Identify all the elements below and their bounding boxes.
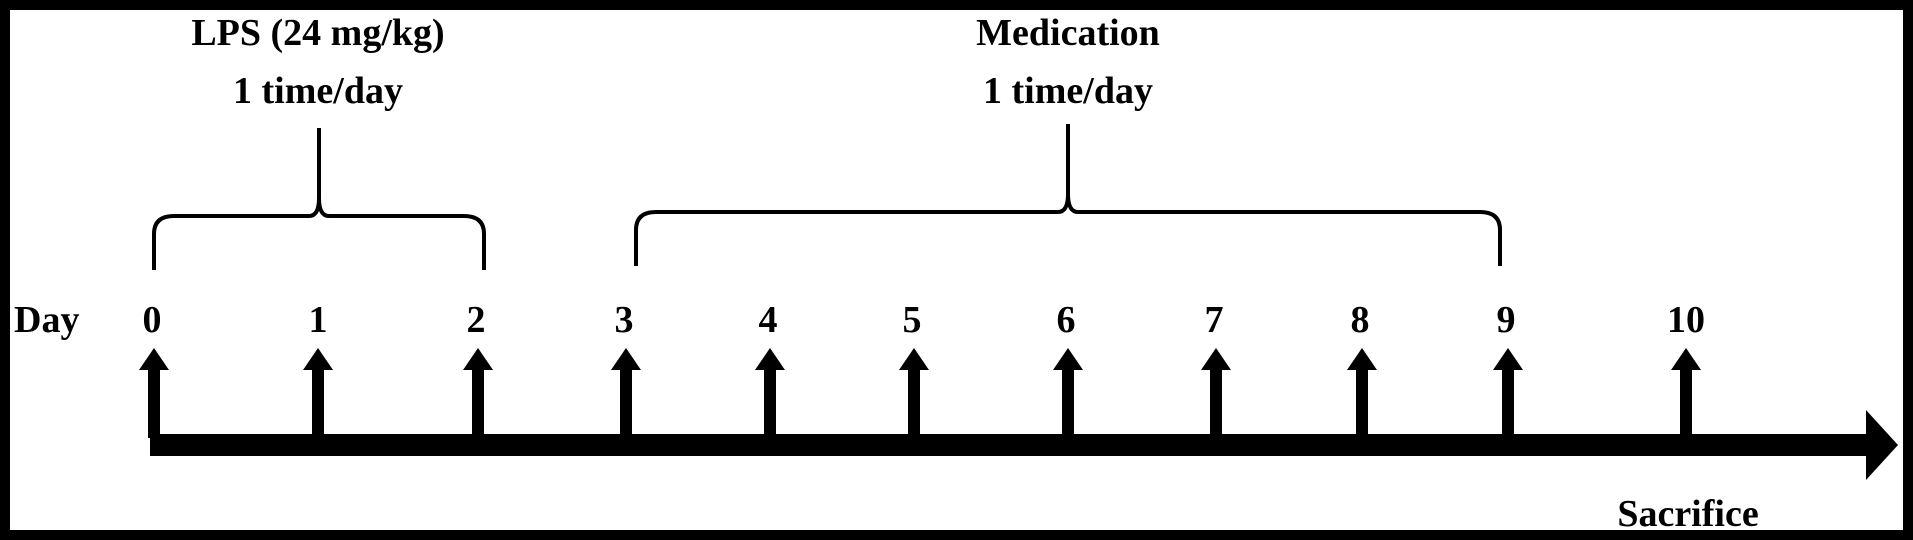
day-number-2: 2 (467, 299, 486, 341)
day-arrow-10 (1671, 348, 1701, 438)
day-ticks: 0 1 2 3 4 5 6 7 8 9 10 (139, 299, 1705, 438)
day-arrow-6 (1053, 348, 1083, 438)
day-arrow-4 (755, 348, 785, 438)
day-number-9: 9 (1497, 299, 1516, 341)
medication-label: Medication (976, 12, 1160, 54)
day-number-4: 4 (759, 299, 778, 341)
day-label: Day (14, 299, 79, 341)
day-number-10: 10 (1667, 299, 1705, 341)
medication-bracket (634, 124, 1502, 266)
lps-label: LPS (24 mg/kg) (191, 12, 444, 54)
timeline-axis (150, 410, 1898, 480)
day-arrow-1 (303, 348, 333, 438)
day-number-8: 8 (1351, 299, 1370, 341)
day-arrow-5 (899, 348, 929, 438)
sacrifice-label: Sacrifice (1617, 493, 1758, 535)
day-number-3: 3 (615, 299, 634, 341)
medication-frequency-label: 1 time/day (983, 70, 1153, 112)
day-number-7: 7 (1205, 299, 1224, 341)
day-number-5: 5 (903, 299, 922, 341)
day-number-1: 1 (309, 299, 328, 341)
day-number-6: 6 (1057, 299, 1076, 341)
lps-bracket (152, 128, 486, 270)
day-arrow-2 (463, 348, 493, 438)
day-arrow-3 (611, 348, 641, 438)
day-arrow-9 (1493, 348, 1523, 438)
day-arrow-7 (1201, 348, 1231, 438)
day-number-0: 0 (143, 299, 162, 341)
day-arrow-8 (1347, 348, 1377, 438)
lps-frequency-label: 1 time/day (233, 70, 403, 112)
day-arrow-0 (139, 348, 169, 438)
